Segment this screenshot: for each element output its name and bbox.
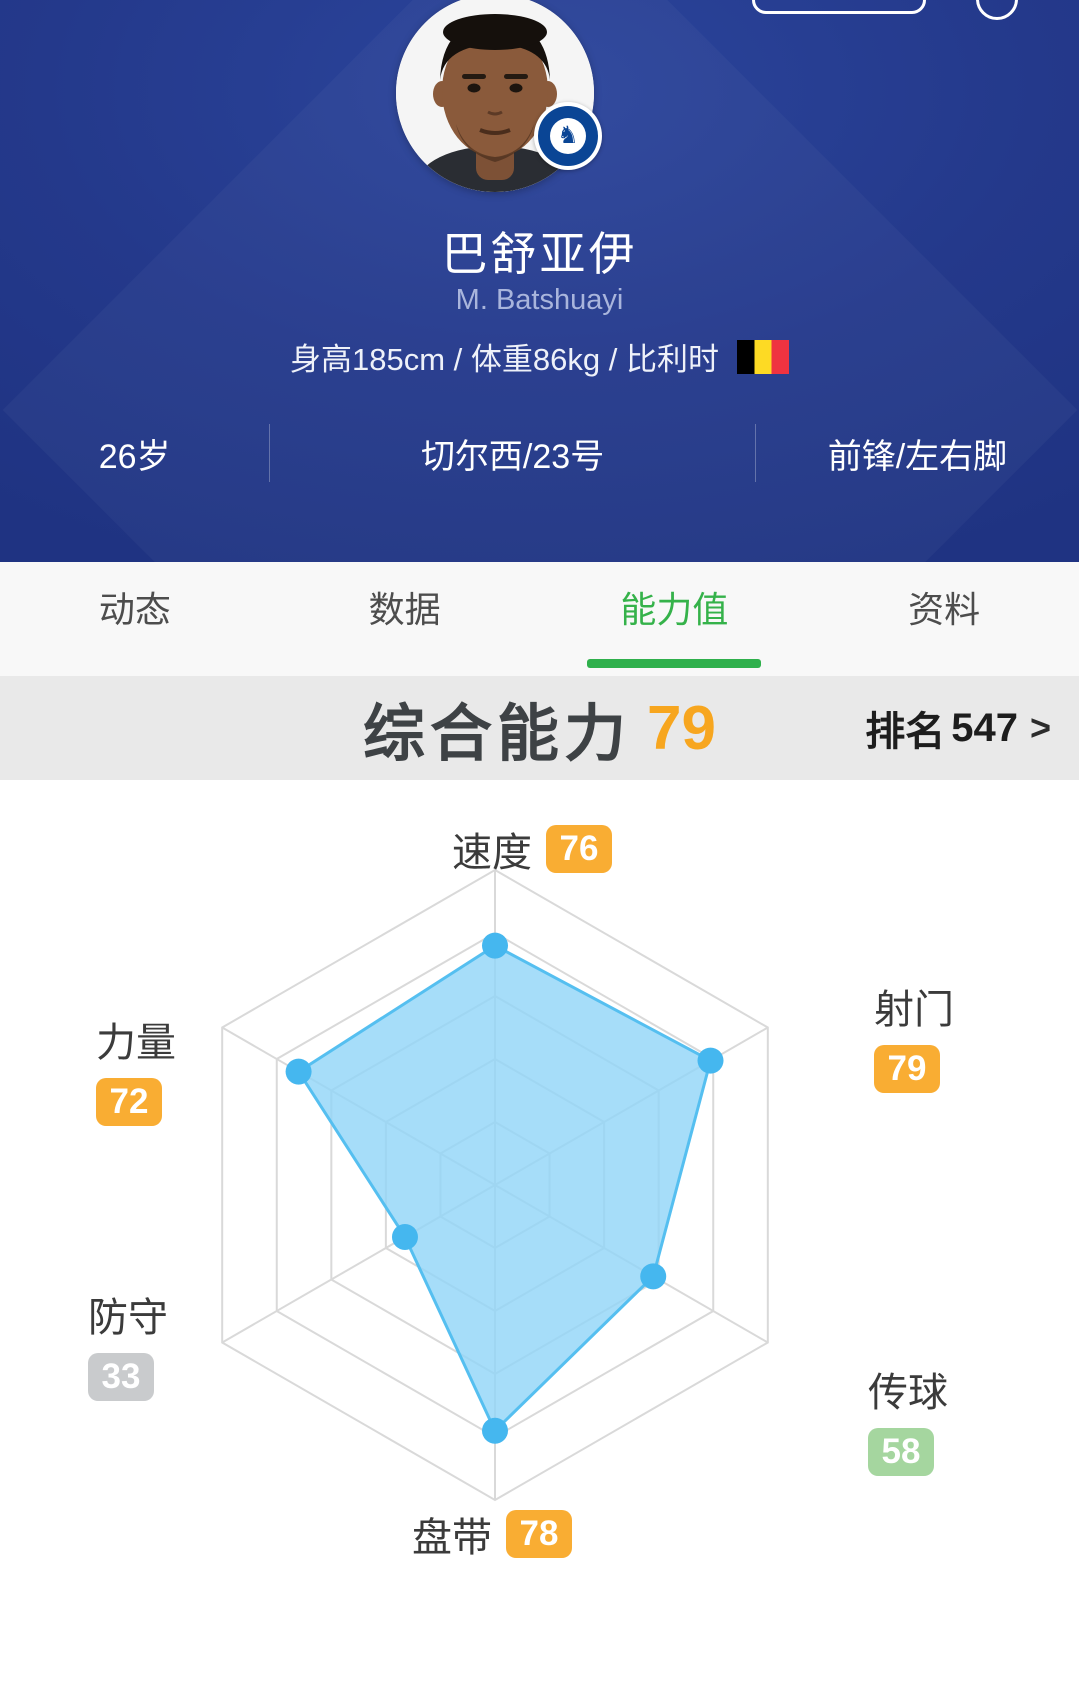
active-tab-underline <box>587 659 761 668</box>
skill-value-badge: 33 <box>88 1353 154 1401</box>
player-photo-image <box>396 0 594 192</box>
skill-name: 防守 <box>88 1296 168 1340</box>
rank-label: 排名 <box>865 710 946 754</box>
divider <box>754 424 756 482</box>
radar-label-strength: 力量 72 <box>96 1010 176 1126</box>
rank-value: 547 <box>951 705 1018 750</box>
follow-button-partial[interactable] <box>752 0 926 14</box>
divider <box>269 424 271 482</box>
radar-label-dribbling: 盘带 78 <box>412 1505 572 1563</box>
radar-plot <box>221 868 769 1502</box>
header-action-icon[interactable] <box>976 0 1018 20</box>
belgium-flag-icon <box>736 339 789 374</box>
overall-ability-score: 79 <box>647 693 716 763</box>
player-position-foot: 前锋/左右脚 <box>827 437 1008 476</box>
player-age: 26岁 <box>98 437 171 476</box>
ability-summary-bar: 综合能力 79 排名 547 > <box>0 676 1079 780</box>
club-badge-ring: ♞ <box>538 106 598 166</box>
club-badge-lion-icon: ♞ <box>550 118 586 154</box>
player-header: ♞ 巴舒亚伊 M. Batshuayi 身高185cm / 体重86kg / 比… <box>0 0 1079 562</box>
rank-link[interactable]: 排名 547 > <box>865 676 1051 780</box>
radar-label-passing: 传球 58 <box>868 1360 948 1476</box>
skill-name: 盘带 <box>412 1516 492 1560</box>
tab-bar: 动态 数据 能力值 资料 <box>0 562 1079 676</box>
chelsea-club-badge: ♞ <box>534 102 602 170</box>
radar-label-speed: 速度 76 <box>452 820 612 878</box>
skill-value-badge: 72 <box>96 1078 162 1126</box>
chevron-right-icon: > <box>1029 707 1051 748</box>
tab-stats[interactable]: 数据 <box>368 589 441 630</box>
skill-name: 速度 <box>452 831 532 875</box>
player-info-row: 26岁 切尔西/23号 前锋/左右脚 <box>0 408 1079 498</box>
physical-text: 身高185cm / 体重86kg / 比利时 <box>290 342 719 377</box>
skill-name: 传球 <box>868 1371 948 1415</box>
skill-name: 射门 <box>874 988 954 1032</box>
tab-profile[interactable]: 资料 <box>908 589 981 630</box>
tab-news[interactable]: 动态 <box>98 589 171 630</box>
ability-radar-chart: 速度 76 射门 79 传球 58 盘带 78 防守 33 力量 72 <box>0 780 1079 1705</box>
tab-ability[interactable]: 能力值 <box>620 589 729 630</box>
skill-value-badge: 79 <box>874 1045 940 1093</box>
radar-label-defending: 防守 33 <box>88 1285 168 1401</box>
player-club-number: 切尔西/23号 <box>420 437 605 476</box>
player-physical-info: 身高185cm / 体重86kg / 比利时 <box>0 334 1079 379</box>
overall-ability-title: 综合能力 <box>363 700 632 769</box>
skill-value-badge: 76 <box>546 825 612 873</box>
skill-value-badge: 78 <box>506 1510 572 1558</box>
player-name-en: M. Batshuayi <box>455 284 624 316</box>
player-name-cn: 巴舒亚伊 <box>441 228 638 280</box>
player-photo <box>396 0 594 192</box>
radar-label-shooting: 射门 79 <box>874 977 954 1093</box>
skill-value-badge: 58 <box>868 1428 934 1476</box>
skill-name: 力量 <box>96 1021 176 1065</box>
